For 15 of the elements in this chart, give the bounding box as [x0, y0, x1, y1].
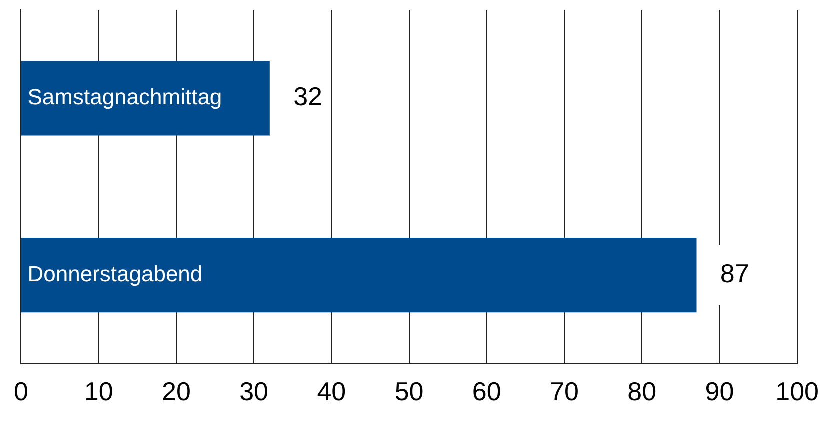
x-tick-label: 0	[14, 376, 28, 407]
x-tick-label: 10	[84, 376, 114, 407]
x-tick-label: 30	[240, 376, 269, 407]
x-tick-label: 100	[776, 376, 820, 407]
data-label: 87	[720, 258, 750, 289]
x-tick-label: 50	[394, 376, 424, 407]
x-tick-label: 70	[550, 376, 579, 407]
x-tick-label: 60	[472, 376, 502, 407]
y-tick-label: Samstagnachmittag	[28, 84, 222, 110]
y-tick-label: Donnerstagabend	[28, 261, 203, 286]
data-label: 32	[294, 82, 322, 112]
x-tick-label: 40	[317, 376, 346, 407]
x-tick-label: 80	[628, 376, 657, 407]
x-tick-label: 90	[705, 376, 734, 407]
x-tick-label: 20	[162, 376, 191, 407]
